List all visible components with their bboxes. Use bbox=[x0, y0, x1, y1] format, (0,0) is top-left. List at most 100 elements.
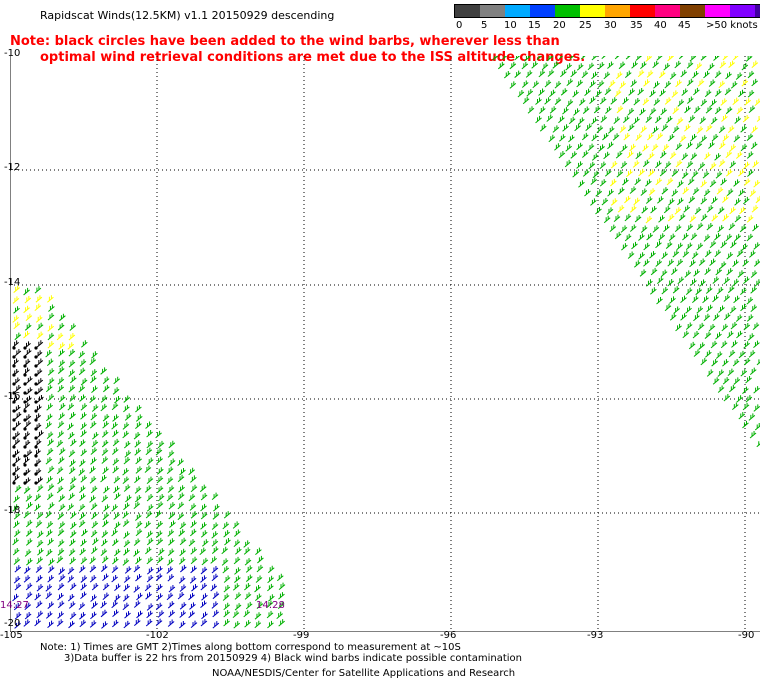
wind-barb bbox=[749, 367, 757, 376]
contamination-dot bbox=[12, 418, 16, 422]
wind-barb bbox=[57, 377, 65, 385]
wind-barb bbox=[635, 56, 643, 61]
wind-barb bbox=[743, 341, 750, 349]
wind-barb bbox=[156, 584, 163, 592]
wind-barb bbox=[146, 440, 154, 449]
wind-barb bbox=[13, 466, 21, 474]
wind-barb bbox=[78, 503, 86, 512]
wind-barb bbox=[741, 243, 748, 251]
wind-barb bbox=[89, 620, 97, 628]
wind-barb bbox=[47, 620, 54, 628]
wind-barb bbox=[607, 61, 614, 69]
wind-barb bbox=[735, 151, 743, 159]
wind-barb bbox=[629, 205, 637, 213]
wind-barb bbox=[135, 404, 142, 413]
wind-barb bbox=[539, 124, 547, 132]
wind-barb bbox=[751, 78, 758, 87]
wind-barb bbox=[591, 56, 598, 61]
wind-barb bbox=[698, 162, 706, 170]
wind-barb bbox=[727, 285, 735, 294]
wind-barb bbox=[180, 564, 187, 573]
wind-barb bbox=[34, 503, 41, 512]
wind-barb bbox=[669, 72, 677, 80]
latitude-label: -14 bbox=[4, 277, 21, 288]
wind-barb bbox=[113, 512, 120, 520]
wind-barb bbox=[672, 286, 680, 294]
wind-barb bbox=[659, 169, 667, 177]
wind-barb bbox=[200, 582, 208, 591]
wind-barb bbox=[643, 79, 650, 87]
wind-barb bbox=[156, 501, 164, 509]
wind-barb bbox=[47, 538, 54, 546]
wind-barb bbox=[650, 267, 658, 276]
wind-barb bbox=[46, 476, 53, 484]
wind-barb bbox=[755, 195, 760, 204]
wind-barb bbox=[47, 465, 55, 474]
wind-barb bbox=[155, 618, 163, 626]
wind-barb bbox=[90, 485, 98, 494]
wind-barb bbox=[169, 520, 176, 528]
wind-barb bbox=[68, 620, 75, 629]
wind-barb bbox=[222, 565, 230, 574]
legend-swatch bbox=[705, 5, 730, 17]
wind-barb bbox=[191, 584, 198, 592]
wind-barb bbox=[676, 117, 684, 125]
wind-barb bbox=[696, 242, 704, 251]
wind-barb bbox=[24, 566, 31, 574]
wind-barb bbox=[712, 276, 720, 284]
wind-barb bbox=[25, 387, 33, 395]
wind-barb bbox=[58, 447, 66, 456]
wind-barb bbox=[748, 350, 756, 358]
wind-barb bbox=[68, 492, 75, 501]
wind-barb bbox=[705, 286, 713, 294]
wind-barb bbox=[524, 56, 531, 62]
wind-barb bbox=[598, 144, 605, 152]
wind-barb bbox=[574, 123, 581, 132]
wind-barb bbox=[650, 205, 657, 214]
wind-barb bbox=[666, 116, 673, 124]
wind-barb bbox=[113, 476, 121, 484]
wind-barb bbox=[243, 540, 250, 548]
wind-barb bbox=[178, 529, 185, 537]
wind-barb bbox=[733, 295, 740, 304]
wind-barb bbox=[210, 556, 217, 564]
wind-barb bbox=[566, 78, 574, 87]
wind-barb bbox=[124, 566, 132, 574]
wind-barb bbox=[624, 233, 632, 242]
wind-barb bbox=[166, 466, 174, 475]
footnote: Note: 1) Times are GMT 2)Times along bot… bbox=[40, 642, 522, 664]
wind-barb bbox=[745, 395, 753, 403]
wind-barb bbox=[190, 475, 197, 483]
wind-barb bbox=[688, 341, 696, 350]
warning-note: Note: black circles have been added to t… bbox=[10, 34, 585, 66]
wind-barb bbox=[211, 566, 219, 574]
wind-barb bbox=[100, 395, 108, 403]
time-marker: 14:28 bbox=[256, 600, 285, 611]
wind-barb bbox=[101, 539, 108, 547]
wind-barb bbox=[46, 447, 54, 456]
wind-barb bbox=[549, 106, 557, 114]
wind-barb bbox=[58, 395, 66, 403]
wind-barb bbox=[69, 538, 76, 547]
wind-barb bbox=[695, 62, 703, 71]
wind-barb bbox=[727, 125, 735, 133]
wind-barb bbox=[595, 206, 602, 215]
wind-barb bbox=[552, 125, 560, 133]
wind-barb bbox=[675, 160, 683, 168]
wind-barb bbox=[736, 395, 743, 403]
wind-barb bbox=[615, 71, 623, 80]
wind-barb bbox=[58, 567, 65, 575]
wind-barb bbox=[244, 582, 251, 591]
contamination-dot bbox=[23, 346, 27, 350]
wind-barb bbox=[614, 56, 620, 60]
wind-barb bbox=[719, 261, 727, 269]
wind-barb bbox=[643, 242, 650, 251]
wind-barb bbox=[669, 313, 677, 321]
wind-barb bbox=[25, 313, 33, 321]
wind-barb bbox=[672, 250, 680, 258]
wind-barb bbox=[679, 135, 687, 143]
wind-barb bbox=[572, 170, 579, 178]
wind-barb bbox=[713, 313, 720, 321]
wind-barb bbox=[46, 431, 54, 440]
wind-barb bbox=[649, 89, 656, 98]
